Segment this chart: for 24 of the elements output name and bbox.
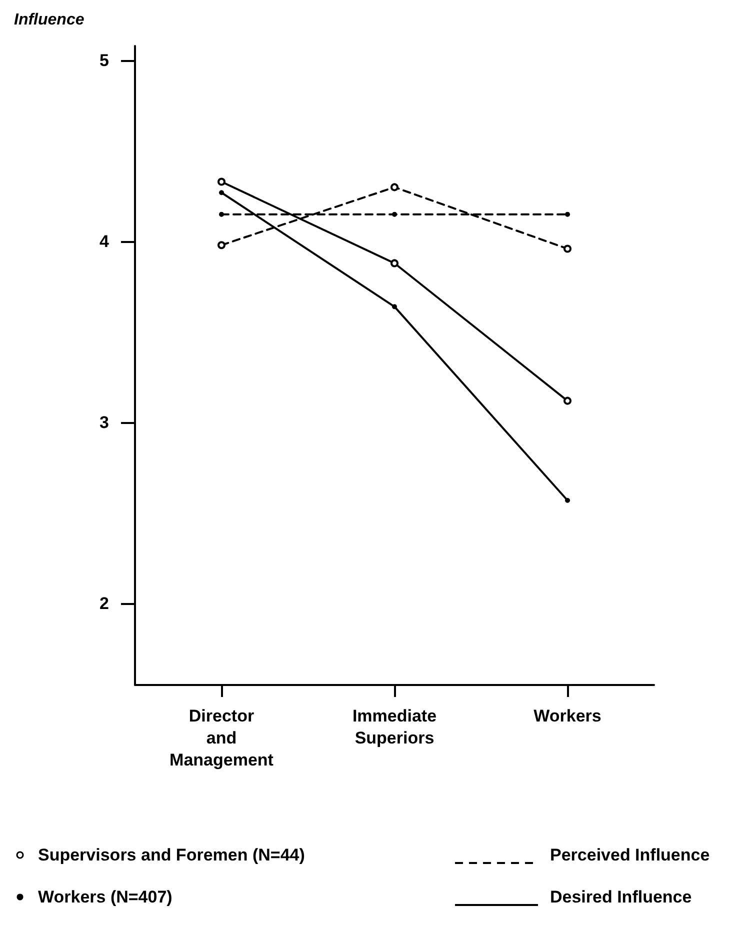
y-axis-title: Influence	[14, 12, 84, 28]
text: Desired Influence	[550, 888, 692, 906]
x-tick-label: Workers	[534, 706, 602, 726]
y-tick-label: 3	[100, 413, 109, 432]
y-tick-label: 4	[100, 232, 110, 251]
point	[565, 212, 570, 217]
x-tick-label: Immediate Superiors	[352, 706, 437, 748]
point	[392, 304, 397, 310]
legend-label: Workers (N=407)	[38, 888, 172, 906]
x-tick-label: Director and Management	[170, 706, 274, 770]
point	[565, 498, 570, 503]
y-tick-label: 2	[100, 594, 109, 614]
point	[564, 396, 572, 405]
point	[390, 259, 398, 268]
point	[564, 244, 572, 253]
point	[219, 190, 224, 196]
point	[218, 178, 226, 186]
point	[219, 212, 224, 217]
y-tick-label: 5	[100, 50, 109, 70]
text: Perceived Influence	[550, 846, 710, 864]
point	[390, 183, 398, 192]
point	[218, 241, 226, 250]
legend-label: Supervisors and Foremen (N=44)	[38, 846, 305, 864]
point	[392, 212, 397, 217]
